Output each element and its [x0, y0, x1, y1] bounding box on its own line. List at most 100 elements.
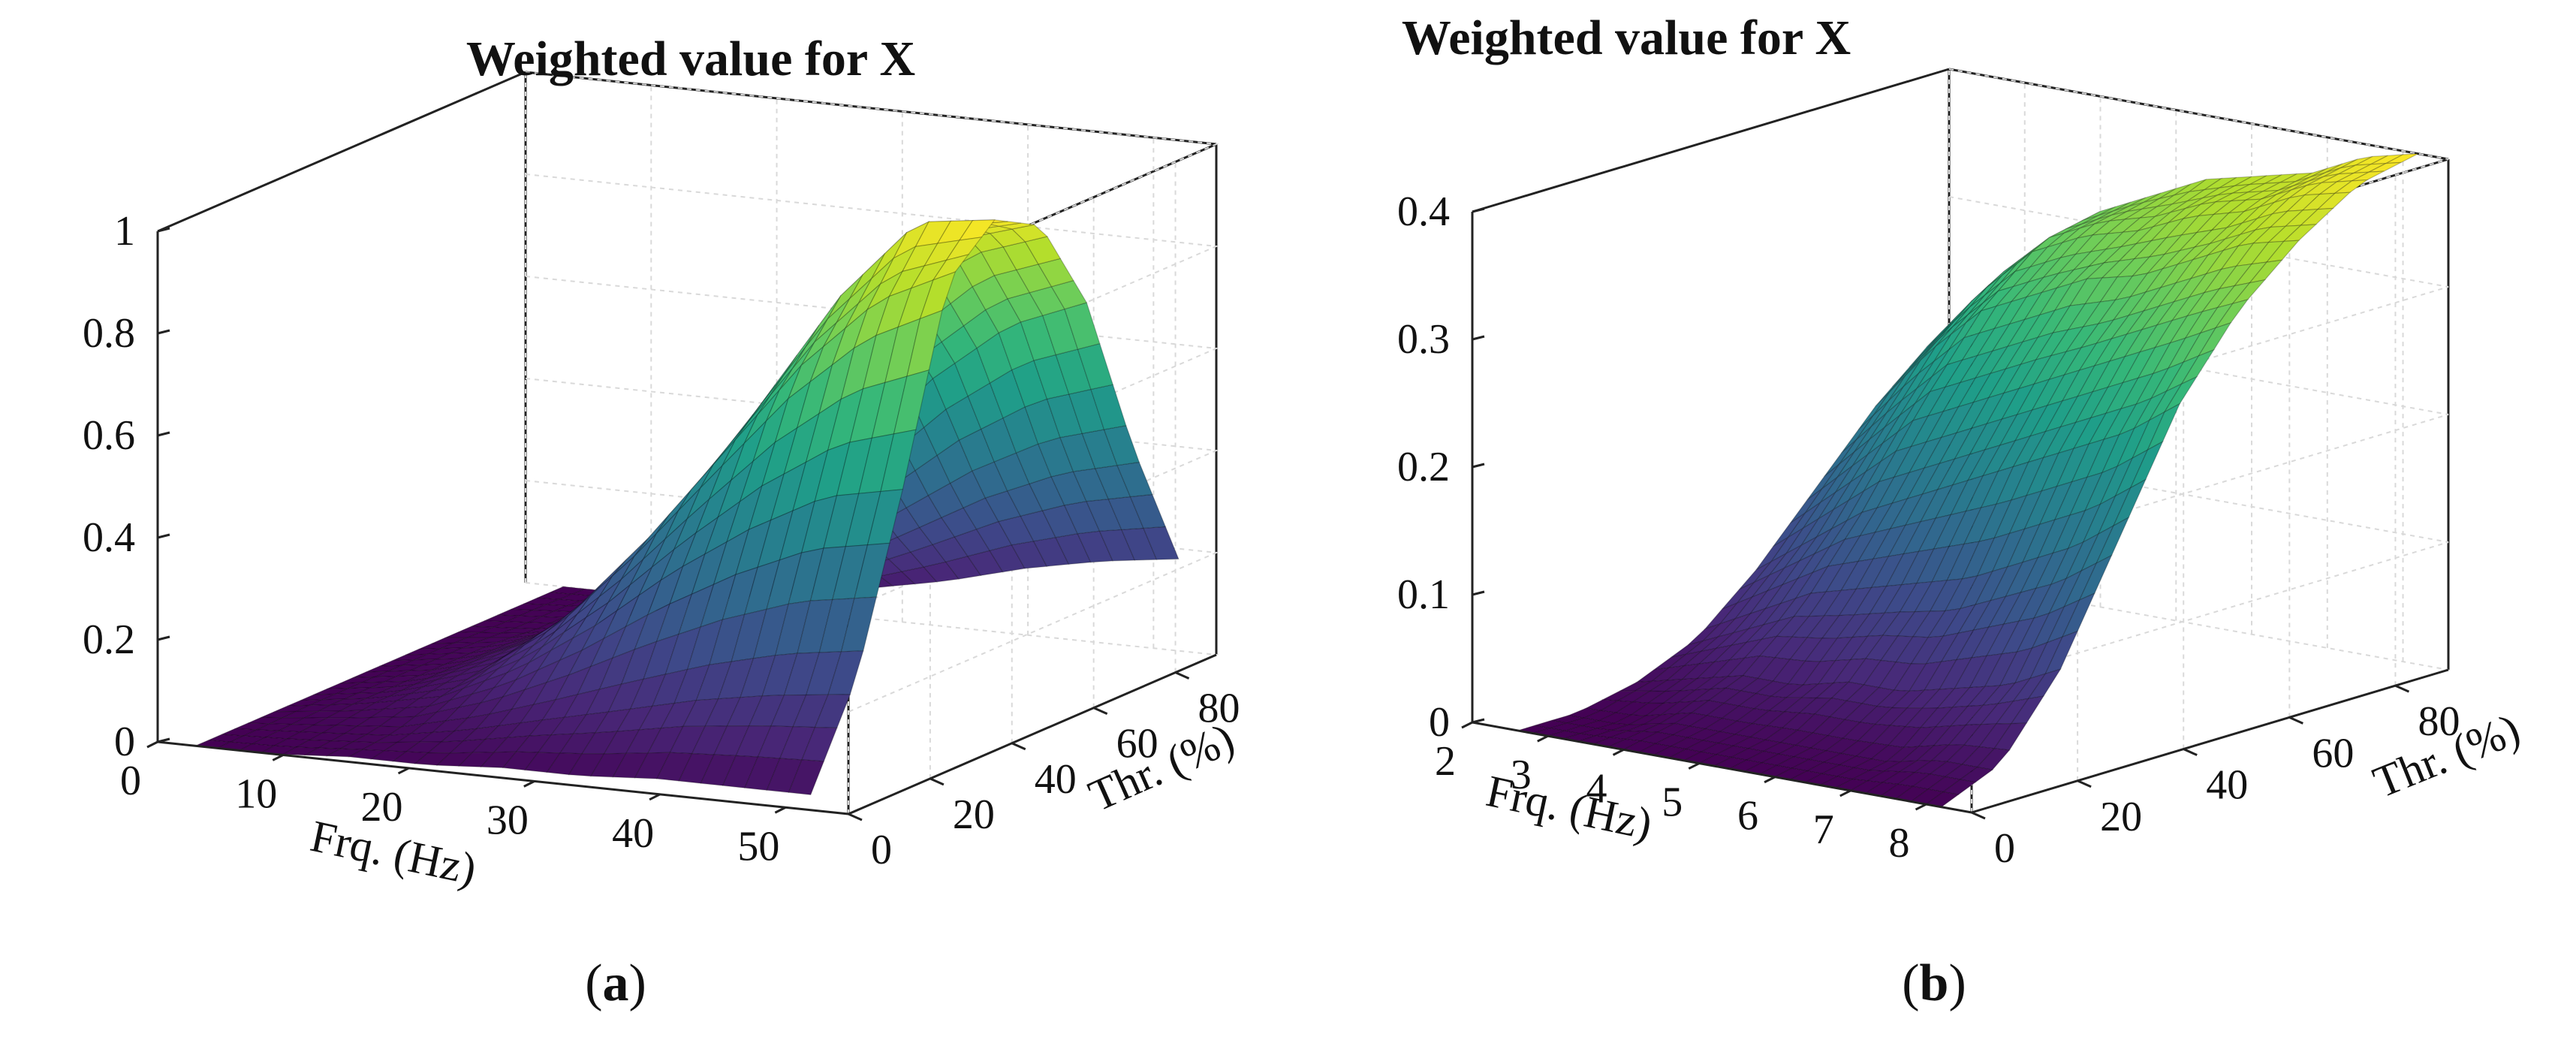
x-tick-label: 8 — [1889, 820, 1910, 867]
x-tick — [272, 754, 284, 761]
x-tick — [1764, 776, 1776, 784]
panel-b: 0 0.1 0.2 0.3 0.4 2 3 4 5 6 7 8 0 20 40 60 80 Weighted va… — [1288, 0, 2576, 1037]
surface-patch — [2316, 191, 2352, 210]
y-tick — [2288, 716, 2303, 725]
z-tick-label: 0.6 — [83, 412, 135, 459]
y-tick — [2077, 779, 2092, 788]
y-tick-label: 60 — [2312, 730, 2354, 776]
x-axis-label: Frq. (Hz) — [1482, 766, 1656, 849]
chart-a: 00.20.40.60.810 10 20 30 40 50 020406080Weight… — [83, 32, 1242, 894]
surface-patch — [1116, 461, 1153, 498]
z-tick-label: 0.2 — [1397, 444, 1450, 490]
x-tick — [1461, 721, 1473, 729]
y-tick-label: 40 — [2206, 762, 2248, 809]
left-top-edge — [157, 71, 526, 233]
y-tick — [1174, 671, 1190, 680]
x-tick — [649, 793, 661, 801]
caption-a-label: a — [602, 954, 629, 1012]
y-tick — [929, 777, 945, 786]
y-axis-line — [848, 653, 1217, 815]
caption-a: (a) — [585, 954, 646, 1012]
y-tick-label: 0 — [1994, 825, 2015, 872]
z-tick — [157, 329, 170, 335]
surface-patch — [827, 650, 864, 695]
x-tick-label: 4 — [1586, 765, 1607, 812]
z-tick — [157, 431, 170, 437]
x-tick-label: 40 — [612, 810, 654, 857]
x-tick — [1688, 762, 1700, 770]
y-tick-label: 0 — [871, 827, 892, 873]
surface-patch — [2352, 170, 2385, 182]
y-tick — [848, 812, 863, 821]
y-axis-label: Thr. (%) — [1082, 713, 1242, 821]
surface-patch — [919, 271, 957, 320]
z-gridline — [525, 173, 1219, 406]
z-tick — [1472, 335, 1485, 341]
caption-b: (b) — [1902, 954, 1966, 1012]
x-tick — [1612, 749, 1625, 756]
z-tick-label: 0 — [1429, 699, 1450, 746]
y-tick — [1971, 811, 1986, 820]
surface-patch — [866, 489, 904, 546]
z-gridline — [525, 480, 1219, 713]
y-tick-label: 60 — [1116, 721, 1158, 767]
x-tick-label: 7 — [1813, 806, 1834, 853]
left-top-edge — [1472, 68, 1950, 213]
front-axes — [146, 227, 1217, 821]
x-axis-line — [157, 740, 849, 815]
y-tick-label: 80 — [1198, 686, 1240, 732]
x-tick-label: 0 — [120, 758, 141, 804]
z-tick — [157, 635, 170, 641]
chart-title: Weighted value for X — [1402, 11, 1851, 65]
surface-patch — [2368, 161, 2402, 173]
y-tick-label: 20 — [2100, 794, 2142, 840]
z-tick — [1472, 590, 1485, 596]
z-tick — [157, 737, 170, 743]
caption-b-label: b — [1919, 954, 1949, 1012]
z-tick-label: 0.3 — [1397, 316, 1450, 363]
x-tick — [1915, 803, 1927, 811]
z-gridline — [1948, 451, 2449, 686]
z-tick-label: 0.8 — [83, 310, 135, 357]
surface-patch — [906, 309, 943, 378]
surface-patch — [1024, 236, 1062, 265]
x-tick-label: 2 — [1435, 738, 1456, 785]
z-tick — [157, 227, 170, 233]
surface-patch — [1143, 526, 1180, 560]
y-axis-line — [1971, 668, 2449, 814]
y-tick-label: 20 — [953, 791, 995, 838]
surface-patch — [2265, 240, 2300, 263]
z-tick-label: 0.4 — [83, 514, 135, 561]
surface-patch — [788, 759, 825, 796]
z-gridline — [525, 276, 1219, 508]
surface — [1517, 153, 2418, 808]
z-tick — [157, 533, 170, 539]
x-tick-label: 30 — [487, 797, 529, 843]
y-tick-label: 80 — [2418, 698, 2460, 745]
y-tick — [2183, 748, 2198, 756]
z-gridline — [525, 71, 1219, 304]
x-tick-label: 50 — [737, 823, 779, 870]
x-tick — [774, 806, 787, 814]
x-axis-line — [1472, 721, 1972, 814]
x-tick — [1839, 789, 1851, 797]
surface-patch — [958, 219, 996, 241]
z-tick — [1472, 718, 1485, 724]
y-tick — [1093, 707, 1108, 716]
surface-patch — [2129, 440, 2164, 490]
surface-patch — [854, 542, 890, 599]
z-tick-label: 0.1 — [1397, 571, 1450, 618]
chart-title: Weighted value for X — [466, 32, 915, 86]
x-tick-label: 10 — [235, 770, 277, 817]
surface-patch — [2027, 668, 2062, 700]
surface-patch — [2180, 348, 2216, 385]
z-tick-label: 1 — [114, 208, 135, 255]
y-tick — [2394, 684, 2410, 693]
x-tick-label: 6 — [1737, 793, 1758, 840]
front-axes — [1461, 207, 2449, 820]
surface-patch — [1976, 748, 2011, 770]
x-tick — [397, 767, 410, 775]
y-tick — [1011, 742, 1026, 751]
